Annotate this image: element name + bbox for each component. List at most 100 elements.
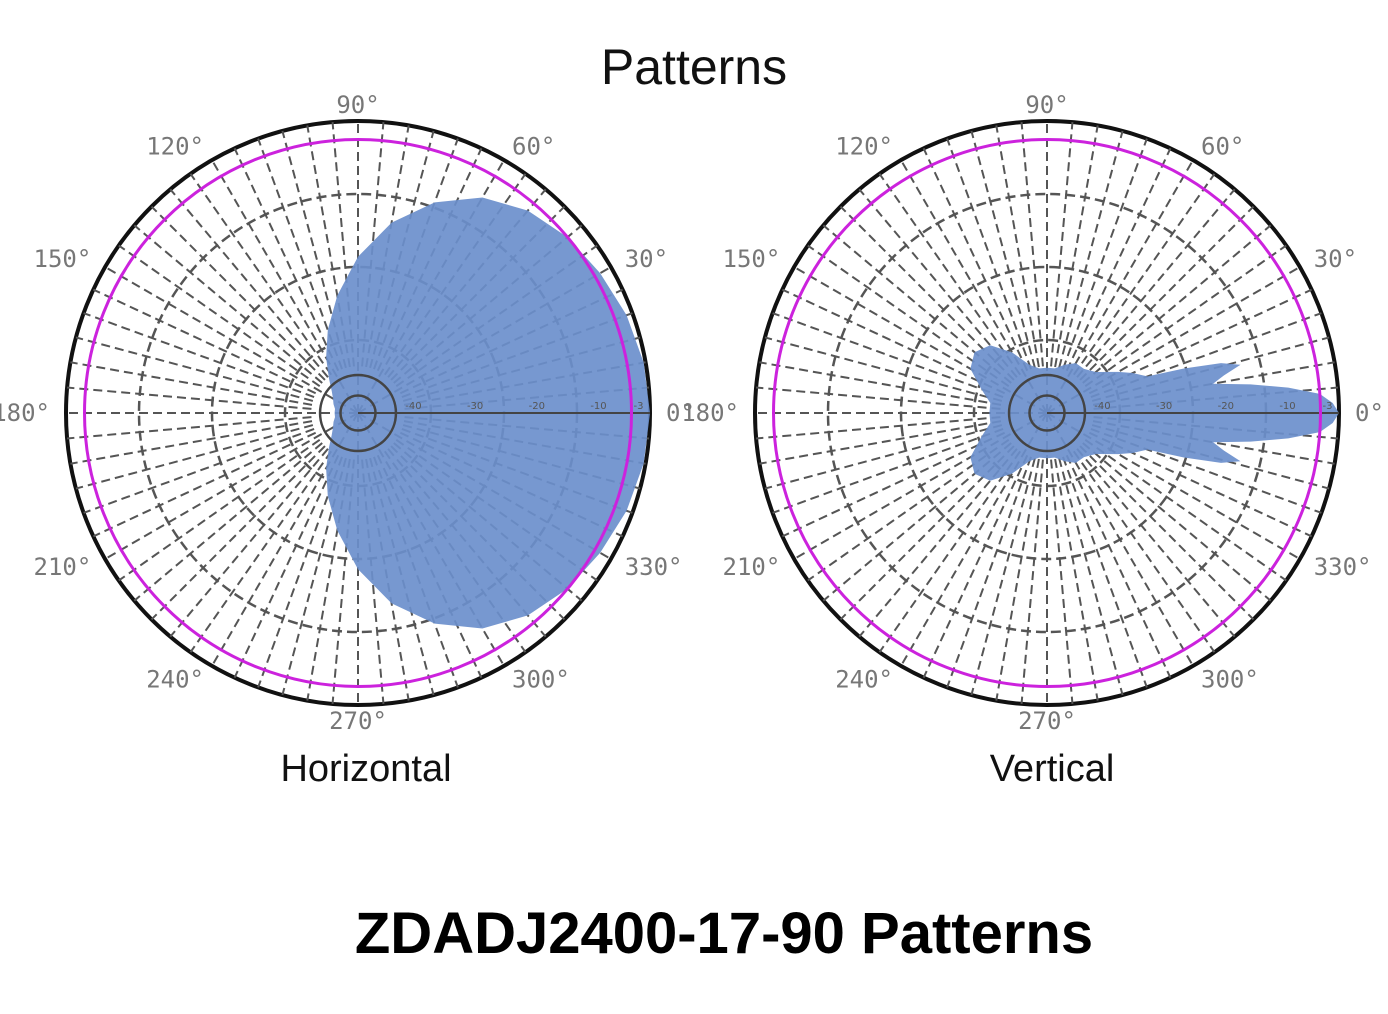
radial-gridline xyxy=(83,312,315,398)
angle-tick-label: 60° xyxy=(1201,132,1244,160)
reference-ring xyxy=(83,138,633,688)
angle-tick-label: 180° xyxy=(681,399,739,427)
radial-gridline xyxy=(1092,361,1335,406)
radial-gridline xyxy=(1054,458,1099,701)
radial-gridline xyxy=(233,147,340,372)
radial-gridline xyxy=(118,438,321,582)
radial-gridline xyxy=(376,147,483,372)
angle-tick-label: 120° xyxy=(146,132,204,160)
footer-title: ZDADJ2400-17-90 Patterns xyxy=(354,901,1094,966)
angle-tick-label: 270° xyxy=(329,707,387,735)
radial-gridline xyxy=(772,428,1004,514)
radial-gridline xyxy=(1090,312,1322,398)
angle-tick-label: 180° xyxy=(0,399,50,427)
radial-gridline xyxy=(764,424,1003,490)
ring-label: -40 xyxy=(1094,401,1110,412)
radial-gridline xyxy=(92,431,317,538)
radial-gridline xyxy=(1076,188,1236,378)
radial-gridline xyxy=(361,122,385,367)
radial-gridline xyxy=(756,386,1001,410)
radial-gridline xyxy=(83,428,315,514)
ring-label: -10 xyxy=(590,401,606,412)
radial-gridline xyxy=(133,224,323,384)
radial-gridline xyxy=(1062,138,1148,370)
ring-label: -30 xyxy=(467,401,483,412)
angle-tick-label: 300° xyxy=(512,666,570,694)
radial-gridline xyxy=(764,336,1003,402)
radial-gridline xyxy=(1058,457,1124,696)
radial-gridline xyxy=(70,420,313,465)
radial-gridline xyxy=(1092,420,1335,465)
radial-gridline xyxy=(922,147,1029,372)
radial-gridline xyxy=(1062,456,1148,688)
radial-gridline xyxy=(995,458,1040,701)
radial-gridline xyxy=(1091,424,1330,490)
radial-gridline xyxy=(369,457,435,696)
radial-gridline xyxy=(133,442,323,602)
radial-gridline xyxy=(1065,147,1172,372)
radial-gridline xyxy=(995,125,1040,368)
angle-tick-label: 30° xyxy=(1314,245,1357,273)
radial-gridline xyxy=(1084,438,1287,582)
radial-gridline xyxy=(1088,431,1313,538)
radial-gridline xyxy=(331,122,355,367)
radial-gridline xyxy=(361,459,385,704)
angle-tick-label: 210° xyxy=(723,553,781,581)
radial-gridline xyxy=(169,448,329,638)
radial-gridline xyxy=(67,416,312,440)
page-title: Patterns xyxy=(600,39,788,95)
radial-gridline xyxy=(1058,130,1124,369)
radial-gridline xyxy=(878,450,1022,653)
radial-gridline xyxy=(1091,336,1330,402)
radial-gridline xyxy=(858,188,1018,378)
radial-gridline xyxy=(839,205,1015,381)
radial-gridline xyxy=(169,188,329,378)
radial-gridline xyxy=(1079,205,1255,381)
radial-gridline xyxy=(281,130,347,369)
radial-gridline xyxy=(1065,454,1172,679)
angle-tick-label: 0° xyxy=(666,399,695,427)
radial-gridline xyxy=(150,445,326,621)
radial-gridline xyxy=(1054,125,1099,368)
horizontal-caption: Horizontal xyxy=(280,748,452,790)
horizontal-polar-chart: -40 -30 -20 -10 -3 0° 30° 60° 90° 120° 150° 180° 210… xyxy=(0,91,695,735)
ring-label: -20 xyxy=(1218,401,1234,412)
angle-tick-label: 240° xyxy=(146,666,204,694)
ring-label: -30 xyxy=(1156,401,1172,412)
radial-gridline xyxy=(1020,122,1044,367)
radial-gridline xyxy=(376,454,483,679)
radial-gridline xyxy=(257,456,343,688)
angle-tick-label: 240° xyxy=(835,666,893,694)
radial-gridline xyxy=(306,125,351,368)
radial-gridline xyxy=(369,130,435,369)
radial-gridline xyxy=(67,386,312,410)
radial-gridline xyxy=(759,420,1002,465)
radial-gridline xyxy=(365,125,410,368)
radial-gridline xyxy=(822,442,1012,602)
radial-gridline xyxy=(1050,459,1074,704)
radial-gridline xyxy=(189,450,333,653)
radial-gridline xyxy=(922,454,1029,679)
radial-gridline xyxy=(306,458,351,701)
radial-gridline xyxy=(1079,445,1255,621)
angle-tick-label: 270° xyxy=(1018,707,1076,735)
angle-tick-label: 210° xyxy=(34,553,92,581)
radial-gridline xyxy=(1090,428,1322,514)
radial-gridline xyxy=(233,454,340,679)
angle-tick-label: 90° xyxy=(1025,91,1068,119)
radial-gridline xyxy=(1020,459,1044,704)
radial-gridline xyxy=(75,336,314,402)
radial-gridline xyxy=(1072,450,1216,653)
radial-gridline xyxy=(1082,442,1272,602)
ring-label: -40 xyxy=(405,401,421,412)
radial-gridline xyxy=(772,312,1004,398)
radial-gridline xyxy=(118,244,321,388)
radial-gridline xyxy=(257,138,343,370)
radial-gridline xyxy=(878,173,1022,376)
radial-gridline xyxy=(281,457,347,696)
angle-tick-label: 150° xyxy=(723,245,781,273)
radial-gridline xyxy=(331,459,355,704)
angle-tick-label: 60° xyxy=(512,132,555,160)
radial-gridline xyxy=(781,288,1006,395)
